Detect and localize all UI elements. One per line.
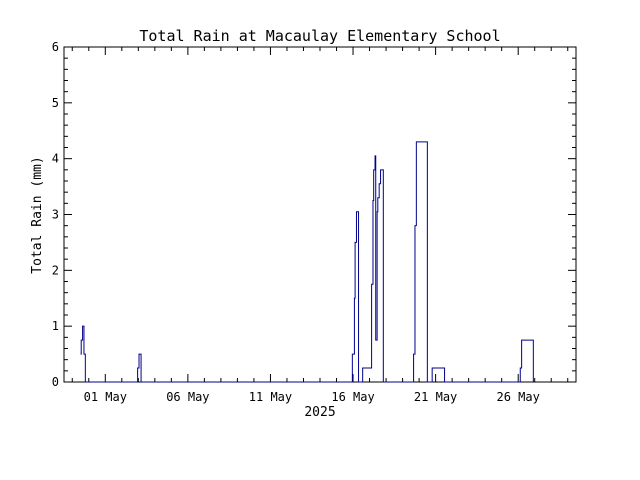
plot-frame — [63, 46, 577, 383]
y-tick-label: 1 — [52, 319, 59, 333]
y-tick-label: 0 — [52, 375, 59, 389]
x-tick-label: 06 May — [166, 390, 209, 404]
axes: 0 1 2 3 4 5 6 01 May 06 May 11 May 16 May 21 May 26 … — [52, 40, 577, 404]
x-tick-label: 16 May — [331, 390, 374, 404]
y-tick-label: 2 — [52, 263, 59, 277]
y-tick-label: 5 — [52, 96, 59, 110]
y-tick-label: 6 — [52, 40, 59, 54]
rain-line — [80, 141, 534, 383]
y-tick-label: 4 — [52, 152, 59, 166]
x-axis-label: 2025 — [304, 405, 335, 420]
x-tick-label: 26 May — [497, 390, 540, 404]
x-tick-label: 21 May — [414, 390, 457, 404]
y-axis-label: Total Rain (mm) — [30, 156, 45, 273]
chart-title: Total Rain at Macaulay Elementary School — [139, 27, 500, 45]
x-tick-label: 01 May — [84, 390, 127, 404]
y-tick-label: 3 — [52, 208, 59, 222]
rain-series — [80, 141, 534, 383]
x-tick-label: 11 May — [249, 390, 292, 404]
